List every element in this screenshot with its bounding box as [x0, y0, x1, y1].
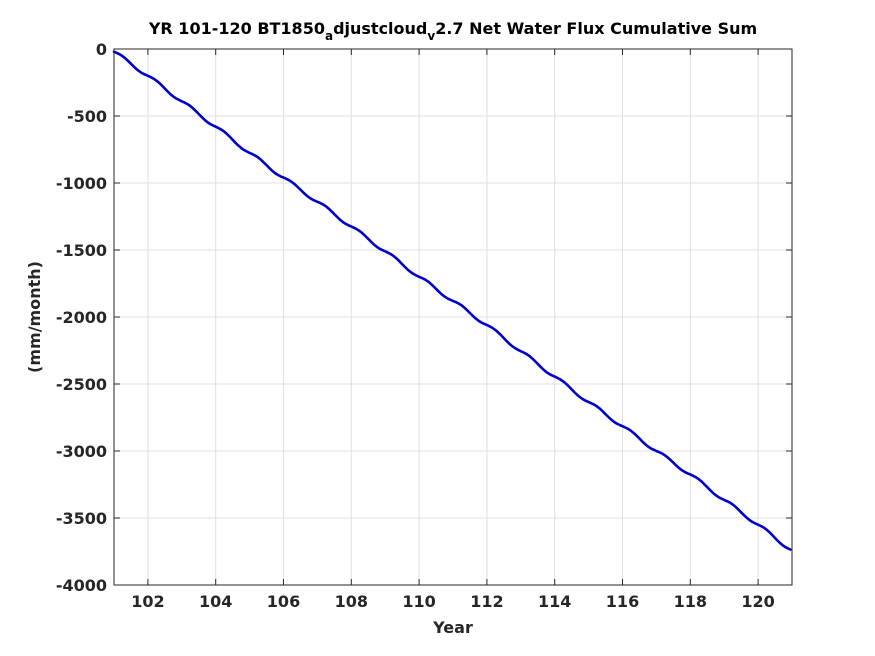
title-sub-2: v	[427, 29, 435, 43]
x-tick-label: 108	[335, 592, 368, 611]
y-tick-label: -3000	[56, 442, 107, 461]
title-sub-1: a	[325, 29, 333, 43]
title-part-a: YR 101-120 BT1850	[148, 19, 325, 38]
y-axis-label: (mm/month)	[25, 261, 44, 373]
x-tick-label: 116	[606, 592, 639, 611]
y-tick-label: -1500	[56, 241, 107, 260]
x-tick-label: 110	[402, 592, 435, 611]
x-tick-label: 118	[674, 592, 707, 611]
x-tick-label: 106	[267, 592, 300, 611]
x-tick-label: 104	[199, 592, 232, 611]
y-tick-label: -2500	[56, 375, 107, 394]
chart-title: YR 101-120 BT1850adjustcloudv2.7 Net Wat…	[148, 19, 757, 43]
title-part-c: 2.7 Net Water Flux Cumulative Sum	[435, 19, 757, 38]
y-tick-label: -4000	[56, 576, 107, 595]
series-line	[112, 50, 792, 551]
y-tick-label: 0	[96, 40, 107, 59]
x-axis-ticks: 102 104 106 108 110 112 114 116 118 120	[131, 49, 775, 611]
y-tick-label: -1000	[56, 174, 107, 193]
x-axis-label: Year	[432, 618, 473, 637]
x-tick-label: 114	[538, 592, 571, 611]
y-axis-ticks: 0 -500 -1000 -1500 -2000 -2500 -3000 -3500 -4000	[56, 40, 792, 595]
x-tick-label: 112	[470, 592, 503, 611]
y-tick-label: -500	[67, 107, 107, 126]
title-part-b: djustcloud	[333, 19, 427, 38]
x-tick-label: 120	[741, 592, 774, 611]
y-tick-label: -2000	[56, 308, 107, 327]
x-tick-label: 102	[131, 592, 164, 611]
y-tick-label: -3500	[56, 509, 107, 528]
